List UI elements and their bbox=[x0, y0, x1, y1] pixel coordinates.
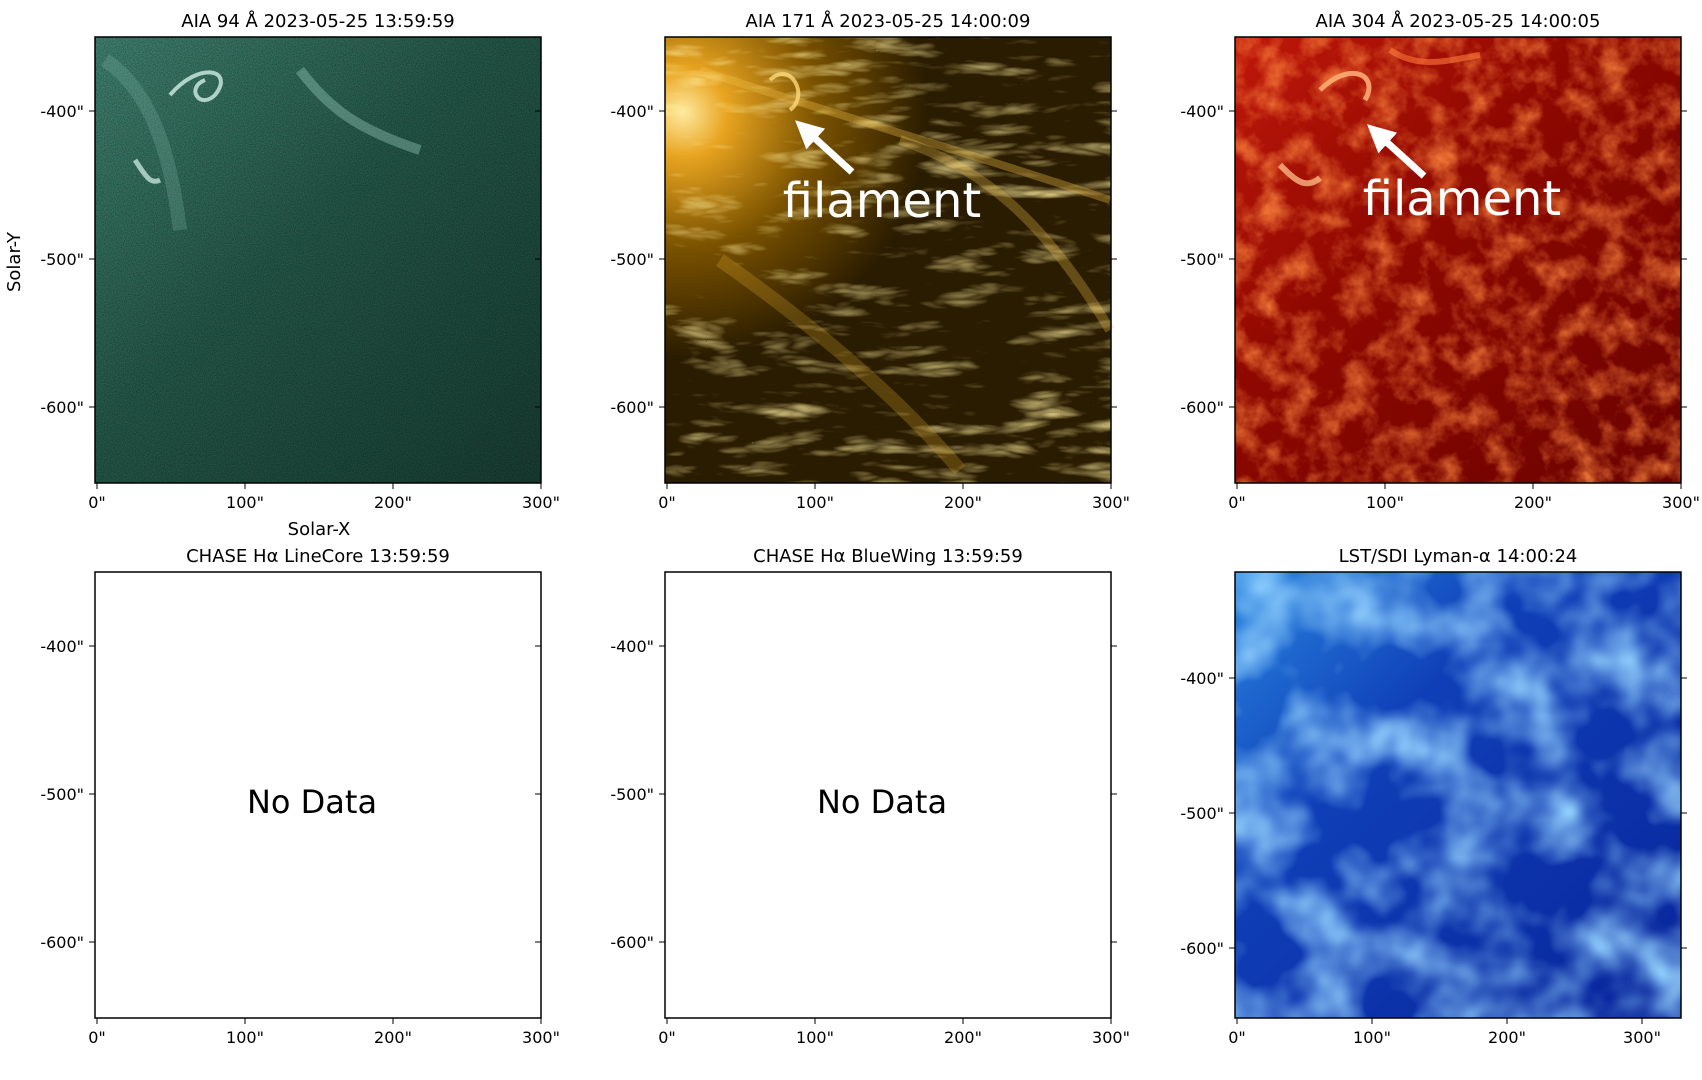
y-tick-label: -400" bbox=[1180, 669, 1224, 688]
filament-annotation: filament bbox=[1363, 171, 1562, 227]
panel-aia-94: AIA 94 Å 2023-05-25 13:59:59 -400" -500"… bbox=[40, 10, 560, 512]
axes-frame bbox=[664, 571, 1112, 1019]
solar-image-aia-171: filament bbox=[665, 37, 1115, 483]
y-tick-label: -500" bbox=[1180, 250, 1224, 269]
y-tick-label: -400" bbox=[40, 102, 84, 121]
panel-title: LST/SDI Lyman-α 14:00:24 bbox=[1339, 546, 1578, 567]
axes-frame bbox=[1234, 571, 1682, 1019]
x-tick-label: 0" bbox=[658, 1028, 676, 1047]
y-tick-label: -600" bbox=[610, 398, 654, 417]
y-tick-label: -500" bbox=[610, 785, 654, 804]
x-tick-label: 100" bbox=[1353, 1028, 1391, 1047]
y-tick-label: -600" bbox=[610, 933, 654, 952]
axes-frame bbox=[664, 36, 1112, 484]
x-tick-label: 100" bbox=[1366, 493, 1404, 512]
x-tick-label: 0" bbox=[1228, 493, 1246, 512]
x-tick-label: 200" bbox=[944, 493, 982, 512]
y-ticks: -400" -500" -600" bbox=[610, 102, 1117, 417]
x-tick-label: 100" bbox=[226, 493, 264, 512]
panel-title: CHASE Hα LineCore 13:59:59 bbox=[186, 546, 450, 567]
panel-title: AIA 94 Å 2023-05-25 13:59:59 bbox=[181, 10, 455, 32]
axes-frame bbox=[1234, 36, 1682, 484]
y-tick-label: -400" bbox=[1180, 102, 1224, 121]
y-tick-label: -400" bbox=[610, 102, 654, 121]
panel-title: AIA 171 Å 2023-05-25 14:00:09 bbox=[746, 10, 1031, 32]
y-ticks: -400" -500" -600" bbox=[610, 637, 1117, 952]
x-tick-label: 0" bbox=[658, 493, 676, 512]
y-tick-label: -500" bbox=[40, 250, 84, 269]
x-tick-label: 200" bbox=[1514, 493, 1552, 512]
y-tick-label: -600" bbox=[1180, 398, 1224, 417]
x-tick-label: 200" bbox=[374, 493, 412, 512]
x-tick-label: 100" bbox=[796, 1028, 834, 1047]
x-tick-label: 100" bbox=[226, 1028, 264, 1047]
y-tick-label: -400" bbox=[40, 637, 84, 656]
y-tick-label: -500" bbox=[40, 785, 84, 804]
filament-arrow bbox=[795, 120, 855, 175]
x-axis-label: Solar-X bbox=[288, 519, 351, 540]
y-ticks: -400" -500" -600" bbox=[40, 102, 541, 417]
y-ticks: -400" -500" -600" bbox=[1180, 102, 1687, 417]
y-tick-label: -400" bbox=[610, 637, 654, 656]
filament-annotation: filament bbox=[783, 173, 982, 229]
y-tick-label: -600" bbox=[40, 398, 84, 417]
x-tick-label: 200" bbox=[944, 1028, 982, 1047]
panel-lst-sdi: LST/SDI Lyman-α 14:00:24 -400" -500" -60… bbox=[1180, 546, 1687, 1047]
x-tick-label: 300" bbox=[1662, 493, 1700, 512]
x-ticks: 0" 100" 200" 300" bbox=[1228, 483, 1700, 512]
panel-aia-304: AIA 304 Å 2023-05-25 14:00:05 filament -… bbox=[1180, 10, 1700, 512]
y-tick-label: -600" bbox=[1180, 939, 1224, 958]
solar-image-lst-sdi bbox=[1235, 572, 1681, 1018]
panel-aia-171: AIA 171 Å 2023-05-25 14:00:09 filament -… bbox=[610, 10, 1130, 512]
axes-frame bbox=[94, 36, 542, 484]
y-axis-label: Solar-Y bbox=[4, 231, 25, 292]
solar-image-aia-94 bbox=[95, 37, 541, 483]
x-tick-label: 0" bbox=[88, 493, 106, 512]
y-tick-label: -500" bbox=[1180, 804, 1224, 823]
x-tick-label: 300" bbox=[1623, 1028, 1661, 1047]
panel-title: AIA 304 Å 2023-05-25 14:00:05 bbox=[1316, 10, 1601, 32]
filament-arrow bbox=[1367, 124, 1427, 179]
x-ticks: 0" 100" 200" 300" bbox=[1228, 1018, 1661, 1047]
no-data-label: No Data bbox=[247, 783, 377, 821]
x-tick-label: 300" bbox=[522, 1028, 560, 1047]
solar-image-aia-304: filament bbox=[1235, 37, 1681, 483]
axes-frame bbox=[94, 571, 542, 1019]
x-tick-label: 300" bbox=[522, 493, 560, 512]
x-ticks: 0" 100" 200" 300" bbox=[658, 483, 1130, 512]
x-ticks: 0" 100" 200" 300" bbox=[88, 1018, 560, 1047]
x-tick-label: 300" bbox=[1092, 493, 1130, 512]
x-tick-label: 0" bbox=[1228, 1028, 1246, 1047]
x-ticks: 0" 100" 200" 300" bbox=[88, 483, 560, 512]
panel-chase-line-core: CHASE Hα LineCore 13:59:59 No Data -400"… bbox=[40, 546, 560, 1047]
x-tick-label: 300" bbox=[1092, 1028, 1130, 1047]
panel-title: CHASE Hα BlueWing 13:59:59 bbox=[753, 546, 1023, 567]
x-tick-label: 200" bbox=[1488, 1028, 1526, 1047]
x-tick-label: 200" bbox=[374, 1028, 412, 1047]
x-ticks: 0" 100" 200" 300" bbox=[658, 1018, 1130, 1047]
y-tick-label: -600" bbox=[40, 933, 84, 952]
y-ticks: -400" -500" -600" bbox=[40, 637, 541, 952]
x-tick-label: 0" bbox=[88, 1028, 106, 1047]
no-data-label: No Data bbox=[817, 783, 947, 821]
x-tick-label: 100" bbox=[796, 493, 834, 512]
y-ticks: -400" -500" -600" bbox=[1180, 669, 1687, 958]
panel-chase-blue-wing: CHASE Hα BlueWing 13:59:59 No Data -400"… bbox=[610, 546, 1130, 1047]
y-tick-label: -500" bbox=[610, 250, 654, 269]
